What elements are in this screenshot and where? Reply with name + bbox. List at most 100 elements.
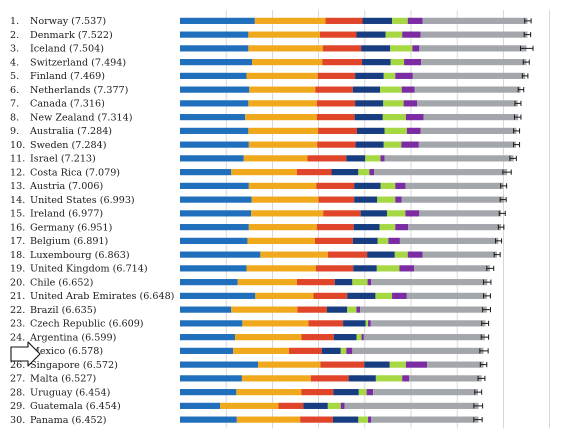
bar-segment-generosity [390,45,413,52]
bar-segment-corruption [356,306,361,313]
bar-segment-social-support [241,375,311,382]
rank-label: 7. [10,99,19,110]
bar-segment-freedom [354,182,381,189]
bar-segment-freedom [360,210,387,217]
bar-segment-corruption [395,182,406,189]
bar-segment-social-support [248,141,318,148]
error-bar [486,265,495,271]
bar-segment-freedom [354,196,378,203]
bar-segment-life-expectancy [314,237,353,244]
bar-segment-life-expectancy [297,306,327,313]
bar-segment-gdp [180,237,248,244]
bar-segment-residual [421,59,527,66]
bar-segment-generosity [376,265,400,272]
bar-segment-freedom [332,416,359,423]
bar-segment-freedom [361,45,391,52]
bar-segment-gdp [180,17,255,24]
bar-segment-life-expectancy [310,375,349,382]
bar-segment-freedom [353,224,380,231]
bar-segment-generosity [365,320,369,327]
bar-segment-residual [384,155,514,162]
bar-segment-corruption [395,224,409,231]
bar-segment-social-support [249,86,316,93]
error-bar [502,169,512,175]
country-label: Switzerland (7.494) [30,57,126,68]
bar-segment-gdp [180,416,237,423]
rank-label: 2. [10,30,19,41]
bar-segment-social-support [236,389,302,396]
bar-segment-life-expectancy [313,292,348,299]
country-label: New Zealand (7.314) [30,112,133,123]
bar-segment-social-support [246,72,318,79]
bar-segment-corruption [395,72,413,79]
bar-segment-life-expectancy [316,100,356,107]
bar-segment-corruption [368,416,372,423]
bar-segment-life-expectancy [315,86,353,93]
bar-segment-corruption [340,402,345,409]
bar-segment-gdp [180,114,246,121]
bar-segment-social-support [233,347,290,354]
country-label: Norway (7.537) [30,16,106,27]
bar-segment-social-support [248,31,320,38]
bar-segment-corruption [412,45,420,52]
bar-segment-social-support [246,265,316,272]
bar-segment-life-expectancy [317,141,356,148]
bar-segment-gdp [180,182,249,189]
rank-label: 6. [10,85,19,96]
bar-segment-generosity [380,86,402,93]
bar-segment-generosity [383,72,396,79]
bar-segment-residual [417,100,518,107]
bar-segment-social-support [245,114,317,121]
rank-label: 22. [10,305,25,316]
bar-segment-gdp [180,31,249,38]
rank-label: 15. [10,209,25,220]
bar-segment-corruption [403,100,418,107]
bar-segment-residual [370,320,486,327]
rank-label: 8. [10,112,19,123]
bar-segment-social-support [231,306,298,313]
bar-segment-social-support [251,210,324,217]
bar-segment-residual [414,265,491,272]
bar-segment-residual [371,279,488,286]
bar-segment-residual [363,334,485,341]
bar-segment-social-support [252,59,323,66]
rank-label: 30. [10,415,25,426]
error-bar [480,334,490,340]
country-label: Australia (7.284) [29,126,112,137]
bar-segment-gdp [180,141,249,148]
bar-segment-gdp [180,347,234,354]
bar-segment-generosity [386,210,406,217]
rank-label: 9. [10,126,19,137]
bar-segment-generosity [347,306,357,313]
country-label: Germany (6.951) [30,222,112,233]
bar-segment-social-support [220,402,279,409]
bar-segment-residual [423,114,519,121]
bar-segment-life-expectancy [301,334,334,341]
bar-segment-generosity [358,169,370,176]
stacked-bars [180,17,528,423]
rank-label: 19. [10,264,25,275]
error-bar [513,114,522,120]
bar-segment-gdp [180,361,259,368]
error-bar [499,197,507,203]
bar-segment-freedom [352,237,378,244]
bar-segment-corruption [380,155,385,162]
bar-segment-social-support [258,361,321,368]
bar-segment-gdp [180,279,238,286]
error-bar [522,59,530,65]
country-label: Guatemala (6.454) [30,401,121,412]
bar-segment-generosity [327,402,341,409]
error-bar [523,32,532,38]
bar-segment-gdp [180,306,232,313]
bar-segment-residual [352,347,484,354]
bar-segment-corruption [401,86,415,93]
bar-segment-social-support [255,292,314,299]
cursor-arrow-icon [10,341,41,367]
bar-segment-social-support [248,224,317,231]
country-label: Ireland (6.977) [30,209,103,220]
country-label: Sweden (7.284) [30,140,106,151]
bar-segment-corruption [366,389,374,396]
error-bar [474,389,483,395]
country-label: United Arab Emirates (6.648) [30,291,174,302]
